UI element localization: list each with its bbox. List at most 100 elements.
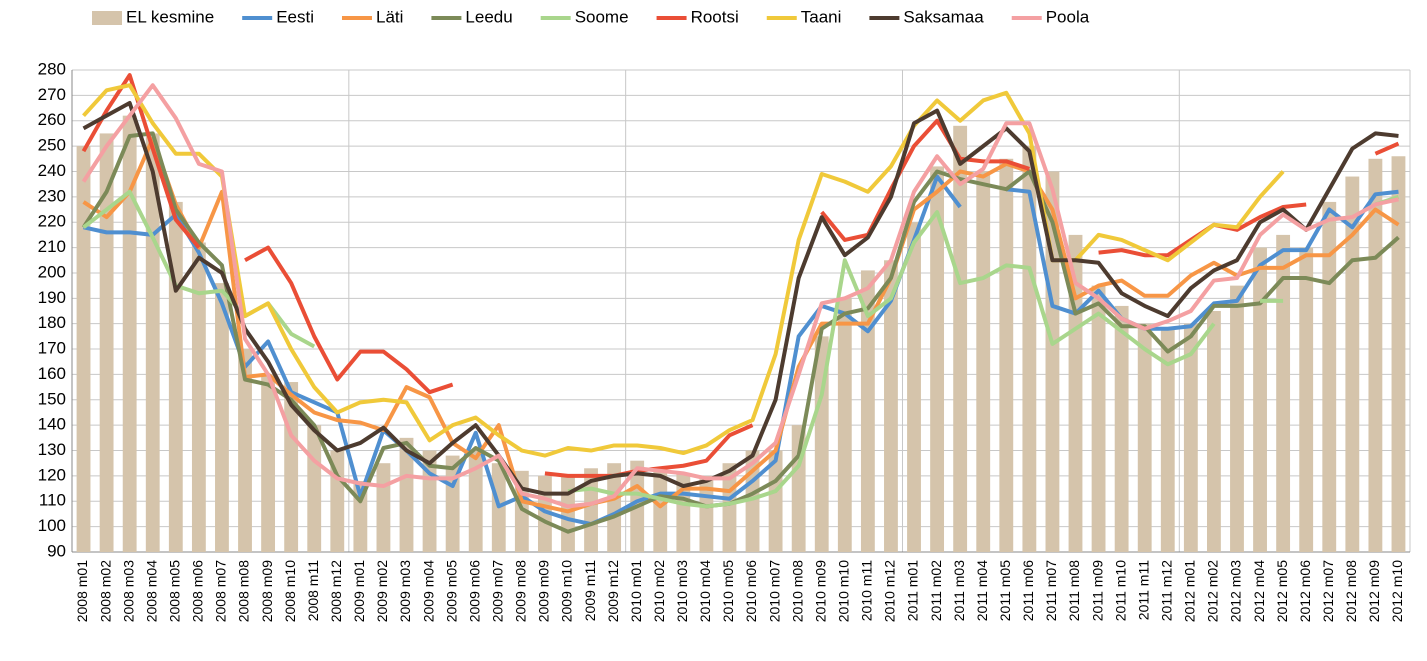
bar <box>722 463 737 552</box>
x-tick-label: 2012 m08 <box>1343 560 1359 622</box>
line-series <box>82 83 1285 458</box>
y-tick-label: 280 <box>38 59 66 78</box>
bar <box>953 125 968 553</box>
legend-label: Läti <box>376 7 403 26</box>
x-tick-label: 2008 m03 <box>120 560 136 622</box>
bar <box>468 450 483 552</box>
bar <box>930 166 945 552</box>
y-tick-label: 160 <box>38 364 66 383</box>
bar <box>814 336 829 552</box>
x-tick-label: 2012 m07 <box>1320 560 1336 622</box>
x-tick-label: 2010 m12 <box>882 560 898 622</box>
x-tick-label: 2011 m08 <box>1066 560 1082 621</box>
y-tick-label: 200 <box>38 262 66 281</box>
y-tick-label: 230 <box>38 186 66 205</box>
x-tick-label: 2011 m05 <box>997 560 1013 621</box>
bar <box>1022 146 1037 552</box>
y-tick-label: 180 <box>38 313 66 332</box>
legend-label: Eesti <box>276 7 314 26</box>
y-tick-label: 210 <box>38 237 66 256</box>
y-tick-label: 240 <box>38 161 66 180</box>
x-tick-label: 2008 m12 <box>328 560 344 622</box>
bar <box>1160 328 1175 552</box>
bar <box>791 425 806 552</box>
x-tick-label: 2009 m02 <box>374 560 390 622</box>
legend-label: Soome <box>575 7 629 26</box>
bar <box>145 133 160 552</box>
x-tick-label: 2009 m07 <box>489 560 505 622</box>
x-tick-label: 2008 m10 <box>282 560 298 622</box>
bar <box>122 115 137 553</box>
line-series <box>82 189 1400 509</box>
bar <box>1299 247 1314 552</box>
x-tick-label: 2008 m01 <box>74 560 90 622</box>
x-tick-label: 2012 m10 <box>1389 560 1405 622</box>
bar <box>1345 176 1360 552</box>
bar <box>76 146 91 552</box>
bar <box>860 270 875 552</box>
bar <box>976 171 991 552</box>
bar <box>261 374 276 552</box>
y-tick-label: 130 <box>38 440 66 459</box>
bar <box>307 425 322 552</box>
x-tick-label: 2008 m07 <box>213 560 229 622</box>
bar <box>1322 201 1337 553</box>
x-tick-label: 2008 m02 <box>97 560 113 622</box>
legend-swatch <box>92 11 122 25</box>
y-tick-label: 270 <box>38 85 66 104</box>
bar <box>1045 171 1060 552</box>
bar <box>1206 311 1221 552</box>
bar <box>168 201 183 553</box>
legend-label: EL kesmine <box>126 7 214 26</box>
x-tick-label: 2010 m10 <box>836 560 852 622</box>
x-tick-label: 2011 m11 <box>1135 560 1151 620</box>
y-tick-label: 100 <box>38 516 66 535</box>
x-tick-label: 2011 m03 <box>951 560 967 621</box>
x-tick-label: 2008 m05 <box>167 560 183 622</box>
x-tick-label: 2009 m12 <box>605 560 621 622</box>
line-series <box>81 83 1399 509</box>
y-tick-label: 150 <box>38 389 66 408</box>
bar <box>653 470 668 552</box>
x-tick-label: 2008 m04 <box>143 560 159 622</box>
x-tick-label: 2012 m06 <box>1297 560 1313 622</box>
bar <box>1276 234 1291 553</box>
bar <box>999 158 1014 552</box>
bar <box>837 298 852 552</box>
legend-label: Saksamaa <box>903 7 984 26</box>
x-tick-label: 2009 m05 <box>443 560 459 622</box>
x-tick-label: 2010 m11 <box>859 560 875 621</box>
x-tick-label: 2008 m08 <box>236 560 252 622</box>
x-tick-label: 2010 m05 <box>720 560 736 622</box>
bar <box>1114 305 1129 552</box>
line-series <box>81 131 1400 534</box>
y-tick-label: 190 <box>38 288 66 307</box>
x-tick-label: 2009 m11 <box>582 560 598 621</box>
bar <box>399 437 414 552</box>
line-series <box>82 136 1400 514</box>
bar <box>191 242 206 553</box>
bar <box>1137 323 1152 552</box>
bar <box>1230 285 1244 552</box>
x-tick-label: 2010 m03 <box>674 560 690 622</box>
y-tick-label: 90 <box>47 541 66 560</box>
x-tick-label: 2011 m01 <box>905 560 921 621</box>
bar <box>1091 285 1106 552</box>
x-tick-label: 2012 m04 <box>1251 560 1267 622</box>
x-tick-label: 2009 m09 <box>536 560 552 622</box>
x-tick-label: 2009 m01 <box>351 560 367 622</box>
bar <box>1253 247 1267 552</box>
bar <box>238 349 252 552</box>
x-tick-label: 2010 m08 <box>789 560 805 622</box>
legend-label: Poola <box>1046 7 1090 26</box>
x-tick-label: 2012 m02 <box>1205 560 1221 622</box>
bar <box>99 133 114 552</box>
x-tick-label: 2011 m07 <box>1043 560 1059 621</box>
x-tick-label: 2010 m02 <box>651 560 667 622</box>
bar <box>1391 156 1406 552</box>
x-tick-label: 2012 m01 <box>1182 560 1198 622</box>
x-tick-label: 2012 m05 <box>1274 560 1290 622</box>
y-tick-label: 260 <box>38 110 66 129</box>
bar <box>215 283 229 552</box>
